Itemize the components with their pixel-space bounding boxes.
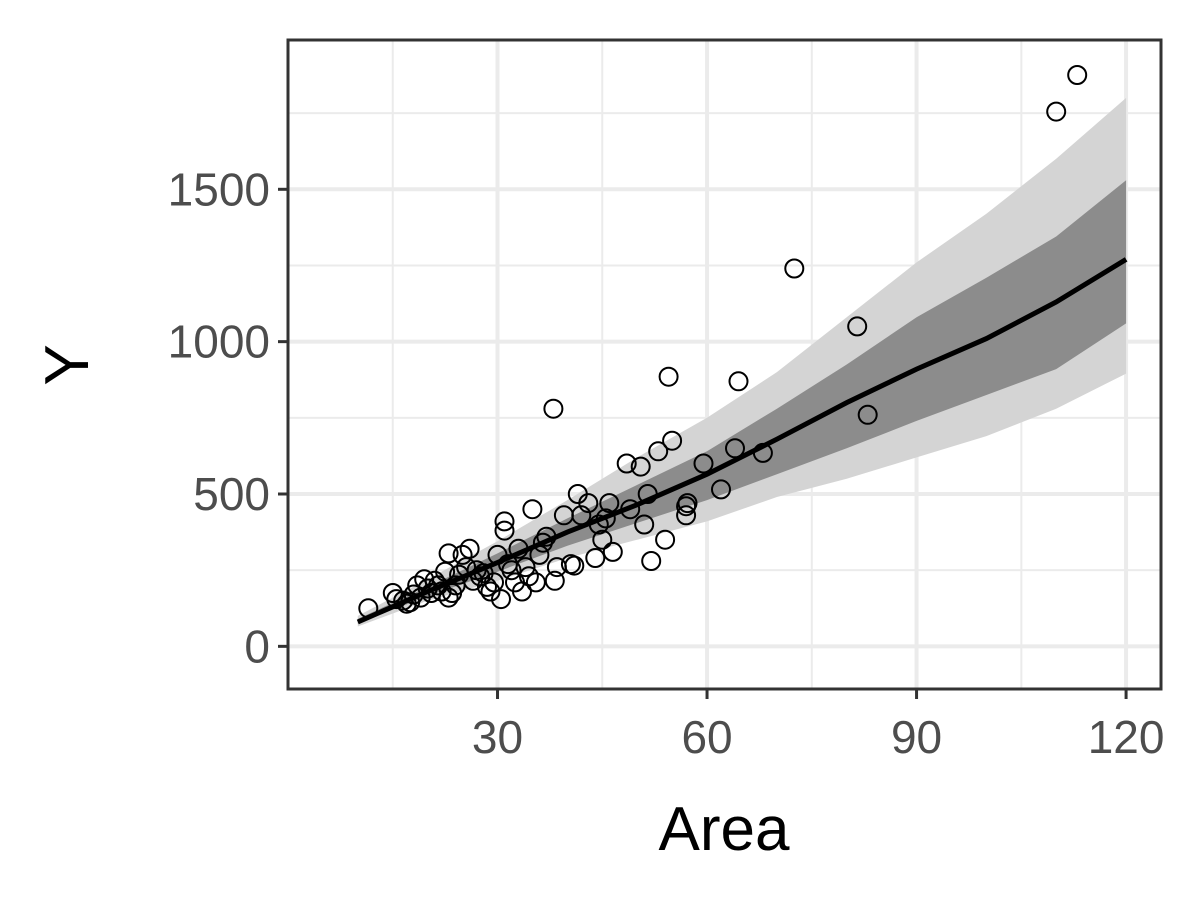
data-point xyxy=(1067,65,1088,85)
data-point xyxy=(725,438,745,459)
data-point xyxy=(616,453,637,474)
data-point xyxy=(752,442,773,463)
data-point xyxy=(857,404,878,425)
data-point xyxy=(438,543,459,564)
data-point xyxy=(630,456,651,477)
x-axis-ticks xyxy=(496,689,1128,699)
data-point xyxy=(484,572,504,593)
data-point xyxy=(494,520,515,541)
data-point xyxy=(508,538,529,559)
data-point xyxy=(658,366,679,387)
data-point xyxy=(648,441,669,462)
x-tick-label: 30 xyxy=(472,711,523,763)
data-point xyxy=(641,551,662,571)
y-axis-ticks xyxy=(278,187,288,648)
data-point xyxy=(501,560,522,581)
x-tick-label: 90 xyxy=(891,711,942,763)
y-tick-label: 1500 xyxy=(168,163,270,215)
data-point xyxy=(358,598,379,619)
data-point xyxy=(459,538,480,559)
data-point xyxy=(491,589,511,610)
data-point xyxy=(637,484,658,504)
x-tick-label: 60 xyxy=(681,711,732,763)
data-point xyxy=(677,493,698,514)
data-point xyxy=(693,453,714,474)
data-point xyxy=(470,566,491,587)
data-point xyxy=(1046,101,1067,122)
data-point xyxy=(438,587,459,608)
y-axis-tick-labels: 0 500 1000 1500 xyxy=(168,163,270,672)
data-point xyxy=(515,557,536,578)
y-tick-label: 0 xyxy=(244,620,270,672)
plot-panel-border xyxy=(286,38,1163,691)
data-points xyxy=(358,65,1088,619)
data-point xyxy=(634,514,655,535)
data-point xyxy=(592,529,613,550)
data-point xyxy=(536,526,557,547)
data-point xyxy=(602,541,623,562)
data-point xyxy=(676,505,697,526)
data-point xyxy=(728,371,749,392)
data-point xyxy=(529,544,550,565)
data-point xyxy=(522,499,543,520)
data-point xyxy=(494,511,515,532)
y-axis-title: Y xyxy=(33,344,102,385)
data-point xyxy=(620,499,641,520)
data-point xyxy=(571,505,592,526)
data-point xyxy=(588,514,609,535)
data-point xyxy=(585,548,606,568)
x-axis-tick-labels: 30 60 90 120 xyxy=(472,711,1165,763)
y-tick-label: 500 xyxy=(193,468,270,520)
data-point xyxy=(525,572,546,593)
y-tick-label: 1000 xyxy=(168,316,270,368)
data-point xyxy=(599,493,620,514)
data-point xyxy=(452,544,473,565)
x-axis-title: Area xyxy=(659,795,790,864)
data-point xyxy=(543,398,564,419)
x-tick-label: 120 xyxy=(1088,711,1165,763)
data-point xyxy=(544,570,565,591)
data-point xyxy=(655,529,676,550)
data-point xyxy=(662,430,683,451)
data-point xyxy=(578,493,599,514)
data-point xyxy=(417,578,438,599)
data-point xyxy=(564,555,585,576)
data-point xyxy=(518,566,539,587)
data-point xyxy=(847,316,868,337)
data-point xyxy=(480,581,501,602)
data-point xyxy=(431,581,452,602)
data-point xyxy=(711,479,731,500)
data-point xyxy=(784,258,805,279)
data-point xyxy=(595,508,616,529)
